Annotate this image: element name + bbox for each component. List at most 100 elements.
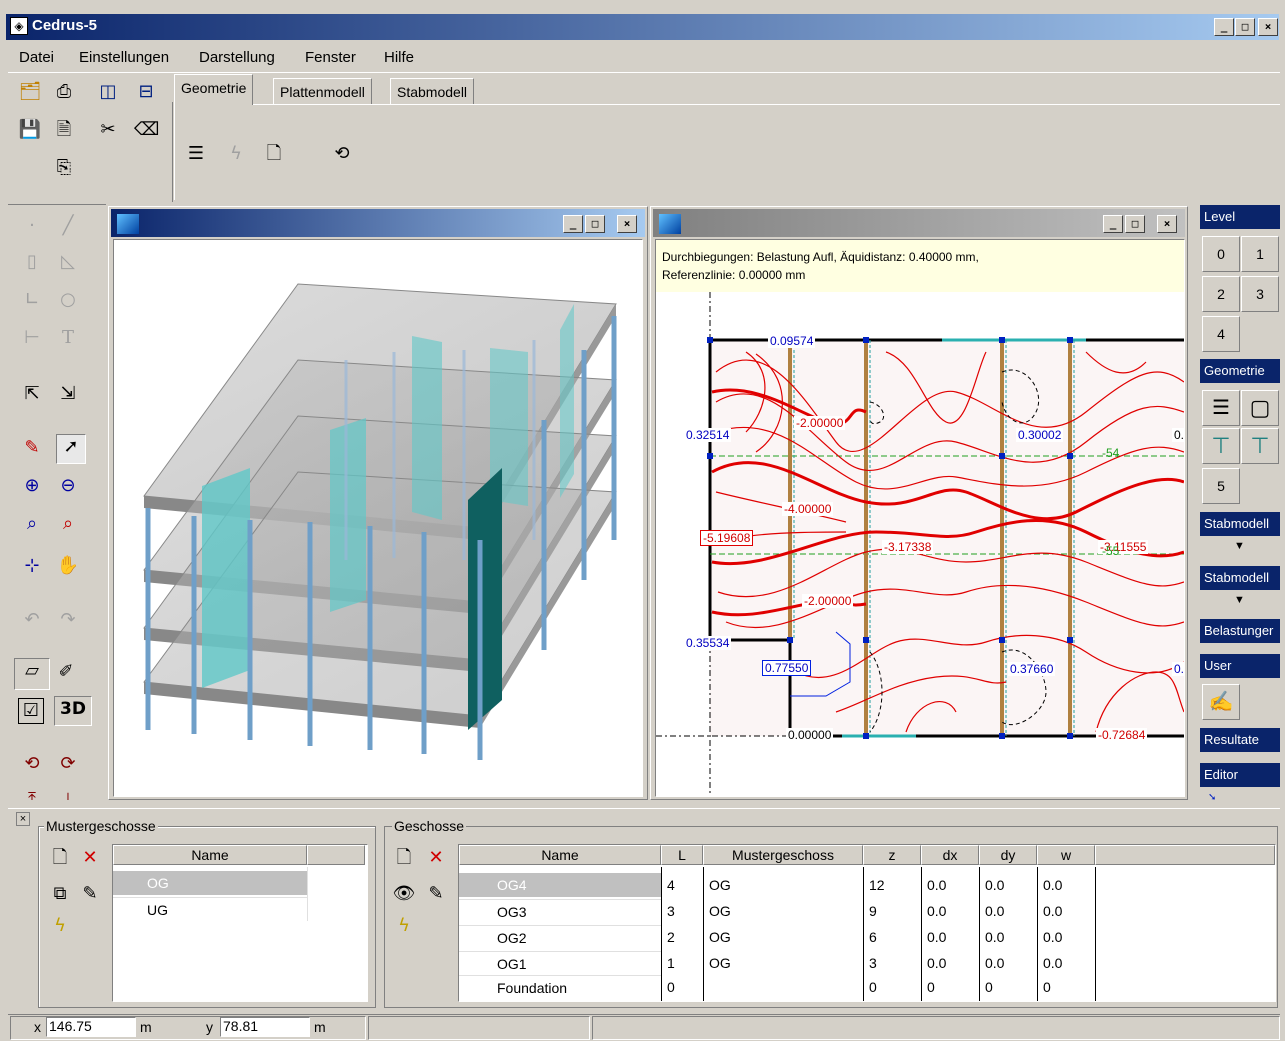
table-cell[interactable] — [705, 975, 709, 999]
pointer-edit-icon[interactable]: ➚ — [56, 434, 86, 464]
table-cell[interactable]: 0.0 — [1043, 877, 1063, 893]
view3d-maximize-button[interactable]: □ — [585, 215, 605, 233]
undo-icon[interactable]: ↶ — [24, 609, 40, 630]
stabmodell2-panel-header[interactable]: Stabmodell — [1200, 566, 1280, 590]
close-button[interactable]: × — [1258, 18, 1278, 36]
geometrie-5-button[interactable]: 5 — [1202, 468, 1240, 504]
mustergeschosse-header-extra[interactable] — [307, 845, 365, 865]
contour-minimize-button[interactable]: _ — [1103, 215, 1123, 233]
menu-datei[interactable]: Datei — [19, 49, 55, 66]
edit-icon[interactable]: ✎ — [82, 883, 98, 904]
tilt-down-icon[interactable]: ⤓ — [64, 789, 72, 800]
table-cell[interactable]: 2 — [667, 929, 675, 945]
view3d-minimize-button[interactable]: _ — [563, 215, 583, 233]
zoom-in-icon[interactable]: ⊕ — [24, 475, 40, 496]
dimension-icon[interactable]: ⊢ — [24, 327, 40, 348]
tab-plattenmodell[interactable]: Plattenmodell — [273, 78, 372, 105]
stabmodell-panel-header[interactable]: Stabmodell — [1200, 512, 1280, 536]
polygon-icon[interactable]: ◺ — [61, 251, 75, 272]
table-cell[interactable]: 0.0 — [927, 877, 947, 893]
view-3d-button[interactable]: 3D — [54, 696, 92, 726]
table-cell[interactable]: 0 — [985, 979, 993, 995]
tab-geometrie[interactable]: Geometrie — [174, 74, 254, 105]
zoom-window-icon[interactable]: ⌕ — [26, 513, 38, 534]
table-cell[interactable]: 0.0 — [985, 929, 1005, 945]
zoom-extents-icon[interactable]: ⊹ — [24, 555, 40, 576]
table-cell[interactable]: 1 — [667, 955, 675, 971]
view3d-canvas[interactable] — [113, 239, 643, 797]
table-cell[interactable]: OG — [709, 955, 731, 971]
table-row-name-cell[interactable]: OG3 — [459, 899, 661, 923]
column-alt-icon[interactable]: ⊤ — [1241, 428, 1279, 464]
menu-darstellung[interactable]: Darstellung — [199, 49, 275, 66]
geschosse-header-mustergeschoss[interactable]: Mustergeschoss — [703, 845, 863, 865]
resultate-panel-header[interactable]: Resultate — [1200, 728, 1280, 752]
stabmodell2-expand-icon[interactable]: ▼ — [1234, 594, 1245, 606]
point-icon[interactable]: · — [29, 215, 35, 236]
table-cell[interactable]: OG — [709, 877, 731, 893]
text-tool-icon[interactable]: T — [61, 327, 74, 348]
select-multiple-icon[interactable]: ⇲ — [60, 383, 76, 404]
table-cell[interactable]: 0.0 — [1043, 955, 1063, 971]
tab-stabmodell[interactable]: Stabmodell — [390, 78, 475, 105]
table-cell[interactable]: 3 — [869, 955, 877, 971]
edit-icon[interactable]: ✎ — [428, 883, 444, 904]
geschosse-header-dx[interactable]: dx — [921, 845, 979, 865]
circle-icon[interactable]: ○ — [60, 289, 76, 310]
table-cell[interactable]: 0.0 — [1043, 929, 1063, 945]
table-cell[interactable]: 4 — [667, 877, 675, 893]
export-icon[interactable]: ⎘ — [56, 157, 72, 178]
table-cell[interactable]: 3 — [667, 903, 675, 919]
open-icon[interactable]: 🗂 — [18, 81, 42, 102]
l-shape-icon[interactable]: ∟ — [24, 289, 40, 310]
slab-layers-icon[interactable]: ☰ — [1202, 390, 1240, 426]
copy-icon[interactable]: ⧉ — [53, 883, 67, 904]
rotate-left-icon[interactable]: ⟲ — [24, 753, 40, 774]
contour-maximize-button[interactable]: □ — [1125, 215, 1145, 233]
new-document-icon[interactable]: 🗋 — [52, 847, 68, 868]
stabmodell-expand-icon[interactable]: ▼ — [1234, 540, 1245, 552]
plane-edit-icon[interactable]: ✐ — [58, 661, 74, 682]
geschosse-header-dy[interactable]: dy — [979, 845, 1037, 865]
cut-icon[interactable]: ✂ — [100, 119, 116, 140]
table-cell[interactable]: 0.0 — [927, 903, 947, 919]
zoom-out-icon[interactable]: ⊖ — [60, 475, 76, 496]
geschosse-header-l[interactable]: L — [661, 845, 703, 865]
print-icon[interactable]: ⎙ — [56, 81, 72, 102]
table-row-name-cell[interactable]: OG4 — [459, 873, 661, 897]
select-icon[interactable]: ⇱ — [24, 383, 40, 404]
pan-hand-icon[interactable]: ✋ — [56, 555, 80, 576]
table-row-name-cell[interactable]: Foundation — [459, 975, 661, 999]
print-preview-icon[interactable]: 🗎 — [56, 119, 72, 140]
geschosse-header-name[interactable]: Name — [459, 845, 661, 865]
user-pen-icon[interactable]: ✍ — [1202, 684, 1240, 720]
table-cell[interactable]: 0 — [927, 979, 935, 995]
contour-canvas[interactable]: Durchbiegungen: Belastung Aufl, Äquidist… — [655, 239, 1185, 797]
table-cell[interactable]: 0.0 — [985, 903, 1005, 919]
table-row[interactable]: OG — [113, 871, 307, 895]
line-icon[interactable]: ╱ — [62, 215, 74, 236]
table-cell[interactable]: 9 — [869, 903, 877, 919]
editor-panel-header[interactable]: Editor — [1200, 763, 1280, 787]
user-panel-header[interactable]: User — [1200, 654, 1280, 678]
editor-pointer-icon[interactable]: ➘ — [1208, 792, 1217, 803]
table-cell[interactable]: 0.0 — [927, 929, 947, 945]
table-cell[interactable]: 0 — [1043, 979, 1051, 995]
rectangle-icon[interactable]: ▯ — [27, 251, 37, 272]
redo-icon[interactable]: ↷ — [60, 609, 76, 630]
save-icon[interactable]: 💾 — [18, 119, 42, 140]
table-cell[interactable]: 0.0 — [1043, 903, 1063, 919]
checklist-icon[interactable]: ☑ — [18, 698, 44, 724]
delete-icon[interactable]: ✕ — [428, 847, 444, 868]
view-icon[interactable]: 👁 — [392, 883, 416, 904]
table-cell[interactable]: 0 — [667, 979, 675, 995]
mustergeschosse-header-name[interactable]: Name — [113, 845, 307, 865]
refresh-document-icon[interactable]: ⟲ — [334, 143, 350, 164]
split-vertical-icon[interactable]: ◫ — [99, 81, 117, 102]
table-cell[interactable]: OG — [709, 903, 731, 919]
table-cell[interactable]: 12 — [869, 877, 885, 893]
plane-icon[interactable]: ▱ — [14, 658, 50, 690]
geschosse-header-z[interactable]: z — [863, 845, 921, 865]
table-cell[interactable]: 0.0 — [927, 955, 947, 971]
rotate-right-icon[interactable]: ⟳ — [60, 753, 76, 774]
